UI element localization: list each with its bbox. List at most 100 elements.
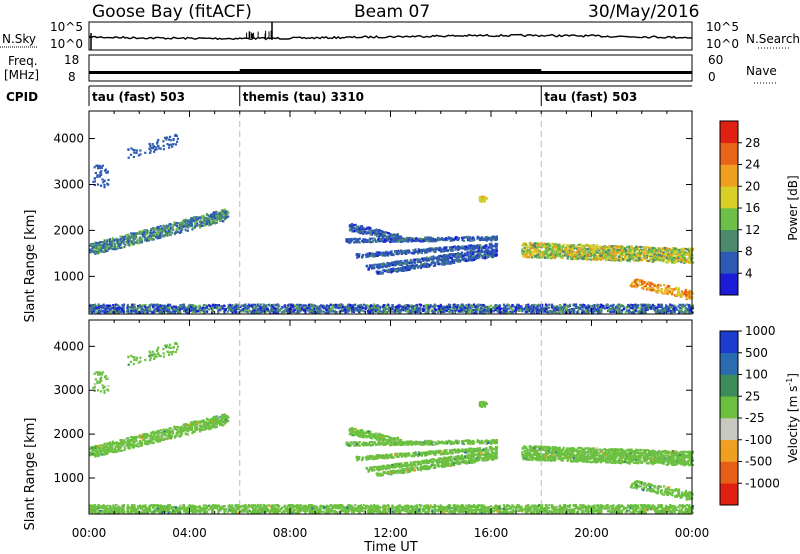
power-echo-cell: [426, 265, 430, 268]
power-echo-cell: [145, 229, 148, 232]
power-echo-cell: [681, 258, 685, 261]
power-echo-cell: [522, 252, 526, 256]
power-echo-cell: [151, 232, 154, 235]
power-echo-cell: [179, 230, 183, 234]
power-echo-cell: [423, 263, 426, 266]
power-echo-cell: [122, 304, 125, 307]
power-echo-cell: [124, 243, 127, 247]
power-echo-cell: [646, 282, 649, 286]
power-echo-cell: [441, 258, 444, 261]
power-echo-cell: [647, 255, 650, 258]
power-echo-cell: [484, 244, 487, 247]
power-echo-cell: [425, 263, 429, 266]
power-echo-cell: [376, 254, 379, 257]
power-echo-cell: [345, 238, 348, 241]
power-echo-cell: [155, 234, 159, 237]
power-echo-cell: [302, 304, 305, 307]
power-echo-cell: [221, 210, 224, 213]
power-echo-cell: [421, 249, 424, 253]
power-echo-cell: [417, 252, 420, 255]
power-echo-cell: [405, 267, 408, 270]
power-echo-cell: [175, 228, 178, 231]
power-echo-cell: [362, 232, 365, 235]
power-echo-cell: [649, 257, 652, 260]
power-echo-cell: [205, 217, 208, 220]
power-echo-cell: [611, 256, 614, 260]
power-echo-cell: [467, 244, 471, 247]
power-echo-cell: [681, 247, 684, 251]
power-echo-cell: [590, 258, 593, 261]
power-echo-cell: [667, 256, 670, 259]
power-echo-cell: [625, 250, 628, 253]
power-echo-cell: [599, 258, 603, 261]
power-echo-cell: [480, 249, 483, 252]
power-echo-cell: [393, 264, 396, 267]
nsky-tick-bottom: 10^0: [50, 37, 83, 51]
power-echo-cell: [617, 257, 620, 260]
nsearch-tick-top: 10^5: [706, 20, 739, 34]
power-echo-cell: [531, 253, 534, 256]
power-echo-cell: [316, 310, 319, 314]
power-echo-cell: [604, 250, 608, 254]
power-echo-cell: [162, 235, 165, 238]
power-echo-cell: [588, 251, 591, 254]
power-echo-cell: [461, 236, 464, 239]
power-echo-cell: [395, 268, 398, 272]
power-echo-cell: [535, 242, 538, 245]
power-echo-cell: [548, 252, 551, 255]
power-echo-cell: [529, 243, 532, 247]
power-echo-cell: [402, 266, 405, 269]
power-echo-cell: [669, 257, 672, 260]
power-echo-cell: [645, 246, 648, 249]
power-echo-cell: [589, 255, 592, 258]
power-echo-cell: [678, 257, 681, 261]
power-echo-cell: [432, 264, 436, 267]
power-echo-cell: [665, 256, 668, 259]
power-echo-cell: [676, 253, 679, 256]
power-echo-cell: [669, 248, 672, 252]
power-echo-cell: [105, 249, 108, 253]
power-echo-cell: [373, 237, 376, 240]
power-echo-cell: [482, 247, 485, 250]
cpid-strip: CPID tau (fast) 503 themis (tau) 3310 ta…: [6, 85, 692, 106]
power-echo-cell: [522, 254, 525, 257]
power-echo-cell: [349, 239, 352, 242]
power-echo-cell: [589, 247, 592, 251]
power-echo-cell: [382, 232, 385, 236]
power-echo-cell: [381, 272, 384, 275]
power-echo-cell: [438, 254, 441, 258]
power-echo-cell: [105, 242, 108, 245]
power-echo-cell: [176, 230, 179, 233]
power-echo-cell: [414, 239, 417, 243]
power-echo-cell: [687, 294, 691, 297]
power-echo-cell: [651, 260, 654, 263]
power-echo-cell: [160, 230, 164, 233]
power-echo-cell: [94, 245, 97, 248]
power-echo-cell: [524, 243, 528, 247]
cpid-segment-1: tau (fast) 503: [92, 90, 185, 104]
power-echo-cell: [394, 239, 397, 242]
power-echo-cell: [111, 239, 115, 242]
power-echo-cell: [671, 250, 674, 253]
power-echo-cell: [213, 215, 216, 219]
power-echo-cell: [119, 235, 122, 238]
power-echo-cell: [186, 225, 189, 228]
power-echo-cell: [684, 258, 687, 262]
power-echo-cell: [101, 241, 104, 244]
power-echo-cell: [657, 255, 660, 258]
power-echo-cell: [530, 255, 534, 258]
power-echo-cell: [120, 246, 123, 249]
power-echo-cell: [626, 255, 629, 258]
power-echo-cell: [400, 263, 403, 267]
power-echo-cell: [379, 233, 382, 236]
power-echo-cell: [396, 262, 399, 265]
power-echo-cell: [376, 271, 380, 274]
power-echo-cell: [208, 222, 211, 225]
power-echo-cell: [640, 245, 643, 249]
power-echo-cell: [388, 269, 391, 272]
power-echo-cell: [647, 259, 650, 263]
power-echo-cell: [637, 246, 640, 249]
power-echo-cell: [191, 217, 195, 220]
power-echo-cell: [560, 249, 563, 252]
power-echo-cell: [577, 255, 580, 259]
